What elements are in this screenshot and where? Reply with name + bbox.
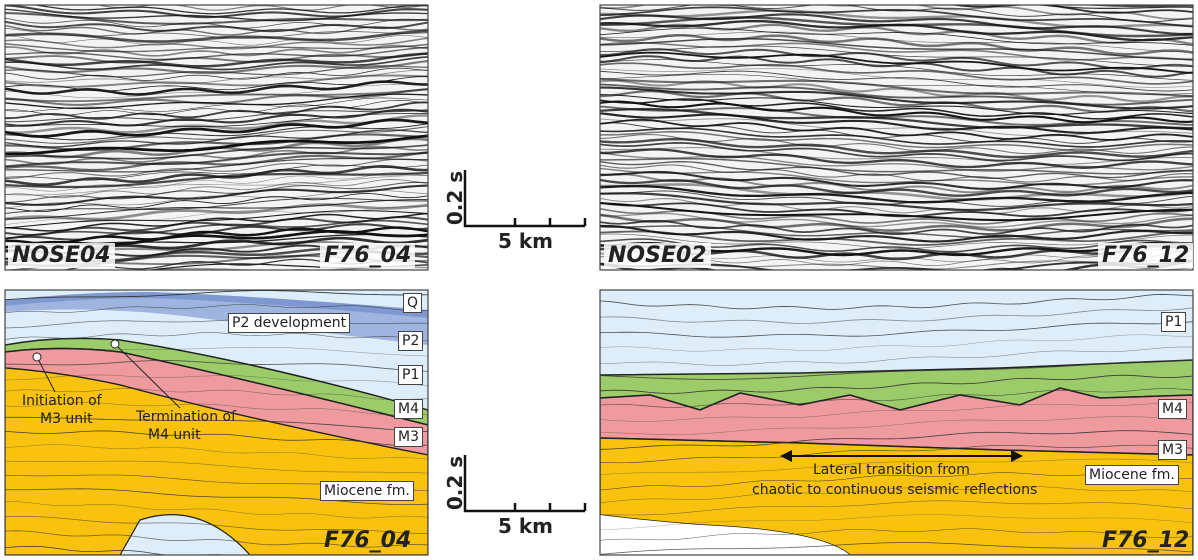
annotation: Termination of	[136, 409, 236, 425]
scale-bar	[465, 170, 585, 511]
annotation: M3 unit	[40, 411, 93, 427]
unit-label: P2 development	[228, 313, 350, 333]
line-name: F76_12	[1098, 243, 1193, 268]
unit-label: Miocene fm.	[1085, 465, 1179, 485]
line-name: NOSE02	[604, 243, 711, 268]
unit-label: P1	[398, 365, 423, 385]
annotation: chaotic to continuous seismic reflection…	[752, 482, 1037, 498]
annotation: Lateral transition from	[813, 462, 970, 478]
marker	[33, 353, 41, 361]
marker	[111, 340, 119, 348]
unit-label: M4	[394, 399, 423, 419]
unit-label: M3	[394, 427, 423, 447]
unit-label: P1	[1161, 312, 1186, 332]
unit-label: P2	[398, 331, 423, 351]
figure-graphics	[0, 0, 1198, 560]
line-name: F76_04	[320, 528, 415, 553]
interpretation-right	[595, 290, 1195, 555]
distance-scale: 5 km	[498, 229, 553, 253]
line-name: F76_12	[1098, 528, 1193, 553]
reflection	[595, 270, 1195, 283]
reflection	[0, 273, 440, 287]
time-scale: 0.2 s	[443, 456, 467, 510]
reflection	[595, 273, 1195, 287]
distance-scale: 5 km	[498, 514, 553, 538]
unit-label: M4	[1158, 399, 1187, 419]
reflection	[595, 273, 1195, 290]
line-name: NOSE04	[8, 243, 115, 268]
annotation: Initiation of	[22, 393, 102, 409]
annotation: M4 unit	[148, 427, 201, 443]
unit-label: Miocene fm.	[320, 481, 414, 501]
line-name: F76_04	[320, 243, 415, 268]
figure: NOSE04 F76_04 NOSE02 F76_12 F76_04 Q P2 …	[0, 0, 1198, 560]
unit-label: Q	[403, 293, 422, 313]
unit-label: M3	[1158, 440, 1187, 460]
reflection	[0, 270, 440, 283]
time-scale: 0.2 s	[443, 171, 467, 225]
